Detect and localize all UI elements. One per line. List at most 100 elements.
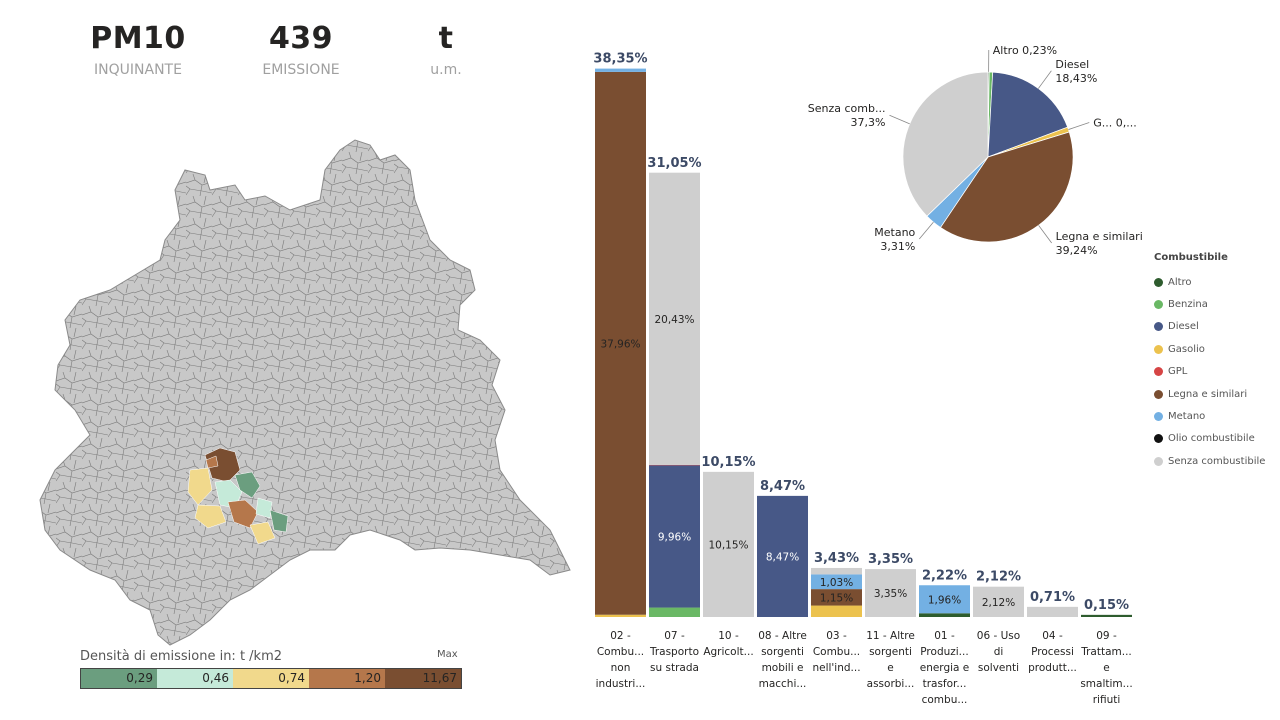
fuel-legend: Combustibile Altro Benzina Diesel Gasolio GP… bbox=[1154, 252, 1265, 473]
legend-label: GPL bbox=[1168, 366, 1188, 378]
legend-label: Gasolio bbox=[1168, 343, 1205, 355]
bar-group[interactable]: 1,96% 2,22% 01 -Produzi... energia e trasfor… bbox=[919, 568, 970, 706]
density-class-1: 0,46 bbox=[157, 669, 233, 688]
category-label: 03 -Combu... nell'ind... bbox=[812, 630, 860, 674]
bar-segment[interactable] bbox=[649, 607, 700, 617]
segment-label: 1,96% bbox=[928, 594, 961, 606]
bar-segment[interactable] bbox=[595, 68, 646, 72]
bar-group[interactable]: 2,12% 2,12% 06 - Uso di solventi bbox=[973, 570, 1024, 674]
legend-item[interactable]: Gasolio bbox=[1154, 338, 1265, 360]
bar-group[interactable]: 0,15% 09 -Trattam... e smaltim... rifiuti bbox=[1080, 598, 1132, 706]
bar-segment[interactable] bbox=[973, 586, 1024, 617]
legend-item[interactable]: Benzina bbox=[1154, 293, 1265, 315]
legend-item[interactable]: Legna e similari bbox=[1154, 383, 1265, 405]
bar-segment[interactable] bbox=[811, 589, 862, 606]
bar-segment[interactable] bbox=[649, 465, 700, 608]
bar-segment[interactable] bbox=[811, 567, 862, 575]
legend-item[interactable]: Metano bbox=[1154, 405, 1265, 427]
kpi-unit-label: u.m. bbox=[430, 62, 462, 78]
emissions-chart: 37,96%38,35%02 -Combu... non industri...9,… bbox=[593, 44, 1143, 706]
category-label: 10 -Agricolt... bbox=[703, 630, 753, 658]
legend-dot bbox=[1154, 412, 1163, 422]
bar-total-label: 0,71% bbox=[1030, 590, 1075, 605]
legend-dot bbox=[1154, 300, 1163, 310]
segment-label: 3,35% bbox=[874, 588, 907, 600]
pie-label: Diesel 18,43% bbox=[1055, 58, 1097, 85]
bar-segment[interactable] bbox=[811, 605, 862, 617]
bar-group[interactable]: 37,96% 38,35% 02 -Combu... non industri... bbox=[593, 52, 647, 690]
legend-label: Diesel bbox=[1168, 321, 1199, 333]
segment-label: 1,15% bbox=[820, 592, 853, 604]
legend-item[interactable]: GPL bbox=[1154, 361, 1265, 383]
kpi-emission-label: EMISSIONE bbox=[262, 62, 340, 78]
bar-segment[interactable] bbox=[865, 569, 916, 617]
segment-label: 20,43% bbox=[654, 314, 694, 326]
legend-dot bbox=[1154, 434, 1163, 444]
kpi-pollutant-label: INQUINANTE bbox=[94, 62, 182, 78]
legend-item[interactable]: Senza combustibile bbox=[1154, 450, 1265, 472]
pie-leader bbox=[889, 114, 910, 125]
bar-total-label: 8,47% bbox=[760, 479, 805, 494]
legend-label: Benzina bbox=[1168, 299, 1208, 311]
legend-dot bbox=[1154, 277, 1163, 287]
bar-segment[interactable] bbox=[595, 71, 646, 615]
legend-label: Legna e similari bbox=[1168, 388, 1248, 400]
legend-item[interactable]: Altro bbox=[1154, 271, 1265, 293]
pie-leader bbox=[1068, 122, 1090, 130]
bar-segment[interactable] bbox=[919, 585, 970, 614]
legend-label: Olio combustibile bbox=[1168, 433, 1255, 445]
bar-total-label: 3,35% bbox=[868, 552, 913, 567]
kpi-emission-value: 439 bbox=[268, 21, 334, 56]
bar-segment[interactable] bbox=[649, 464, 700, 466]
bar-segment[interactable] bbox=[595, 614, 646, 617]
pie-slice[interactable] bbox=[902, 71, 989, 217]
bar-group[interactable]: 9,96% 20,43% 31,05% 07 -Trasporto su strada bbox=[647, 156, 701, 674]
density-class-0: 0,29 bbox=[81, 669, 157, 688]
segment-label: 10,15% bbox=[708, 539, 748, 551]
pie-label: Altro 0,23% bbox=[993, 44, 1057, 57]
category-label: 09 -Trattam... e smaltim... rifiuti bbox=[1080, 630, 1132, 706]
pie-chart[interactable]: Altro 0,23%Diesel 18,43% G... 0,... Legna e… bbox=[808, 44, 1143, 257]
bar-total-label: 38,35% bbox=[593, 52, 647, 67]
legend-dot bbox=[1154, 344, 1163, 354]
kpi-pollutant-value: PM10 bbox=[90, 21, 186, 56]
pie-leader bbox=[1038, 70, 1052, 89]
lombardy-map[interactable] bbox=[30, 130, 590, 650]
bar-group[interactable]: 1,15% 1,03% 3,43% 03 -Combu... nell'ind... bbox=[811, 551, 862, 674]
bar-segment[interactable] bbox=[811, 574, 862, 590]
segment-label: 37,96% bbox=[600, 338, 640, 350]
bar-segment[interactable] bbox=[1027, 606, 1078, 617]
legend-label: Senza combustibile bbox=[1168, 455, 1266, 467]
pie-leader bbox=[1038, 225, 1052, 244]
bar-group[interactable]: 0,71% 04 -Processi produtt... bbox=[1027, 590, 1078, 674]
bar-segment[interactable] bbox=[703, 471, 754, 617]
bar-total-label: 2,12% bbox=[976, 570, 1021, 585]
bar-segment[interactable] bbox=[919, 613, 970, 617]
category-label: 01 -Produzi... energia e trasfor... combu..… bbox=[920, 630, 970, 706]
legend-dot bbox=[1154, 456, 1163, 466]
bar-segment[interactable] bbox=[757, 495, 808, 617]
category-label: 11 - Altre sorgenti e assorbi... bbox=[866, 630, 915, 690]
category-label: 08 - Altre sorgenti mobili e macchi... bbox=[758, 630, 807, 690]
legend-item[interactable]: Diesel bbox=[1154, 316, 1265, 338]
segment-label: 2,12% bbox=[982, 597, 1015, 609]
density-legend-max: Max bbox=[437, 649, 458, 660]
bar-segment[interactable] bbox=[1081, 614, 1132, 617]
kpi-emission: 439 EMISSIONE bbox=[231, 20, 371, 79]
bar-total-label: 3,43% bbox=[814, 551, 859, 566]
kpi-pollutant: PM10 INQUINANTE bbox=[68, 20, 208, 79]
legend-dot bbox=[1154, 389, 1163, 399]
pie-slice[interactable] bbox=[987, 71, 1069, 158]
legend-item[interactable]: Olio combustibile bbox=[1154, 428, 1265, 450]
legend-dot bbox=[1154, 322, 1163, 332]
category-label: 04 -Processi produtt... bbox=[1028, 630, 1077, 674]
density-class-3: 1,20 bbox=[309, 669, 385, 688]
bar-group[interactable]: 3,35% 3,35% 11 - Altre sorgenti e assorbi... bbox=[865, 552, 916, 690]
bar-group[interactable]: 8,47% 8,47% 08 - Altre sorgenti mobili e macc… bbox=[757, 479, 808, 690]
kpi-unit-value: t bbox=[438, 21, 454, 56]
density-highlight bbox=[187, 447, 289, 545]
bar-group[interactable]: 10,15% 10,15% 10 -Agricolt... bbox=[701, 455, 755, 658]
legend-label: Metano bbox=[1168, 411, 1206, 423]
bar-segment[interactable] bbox=[649, 172, 700, 465]
density-class-2: 0,74 bbox=[233, 669, 309, 688]
